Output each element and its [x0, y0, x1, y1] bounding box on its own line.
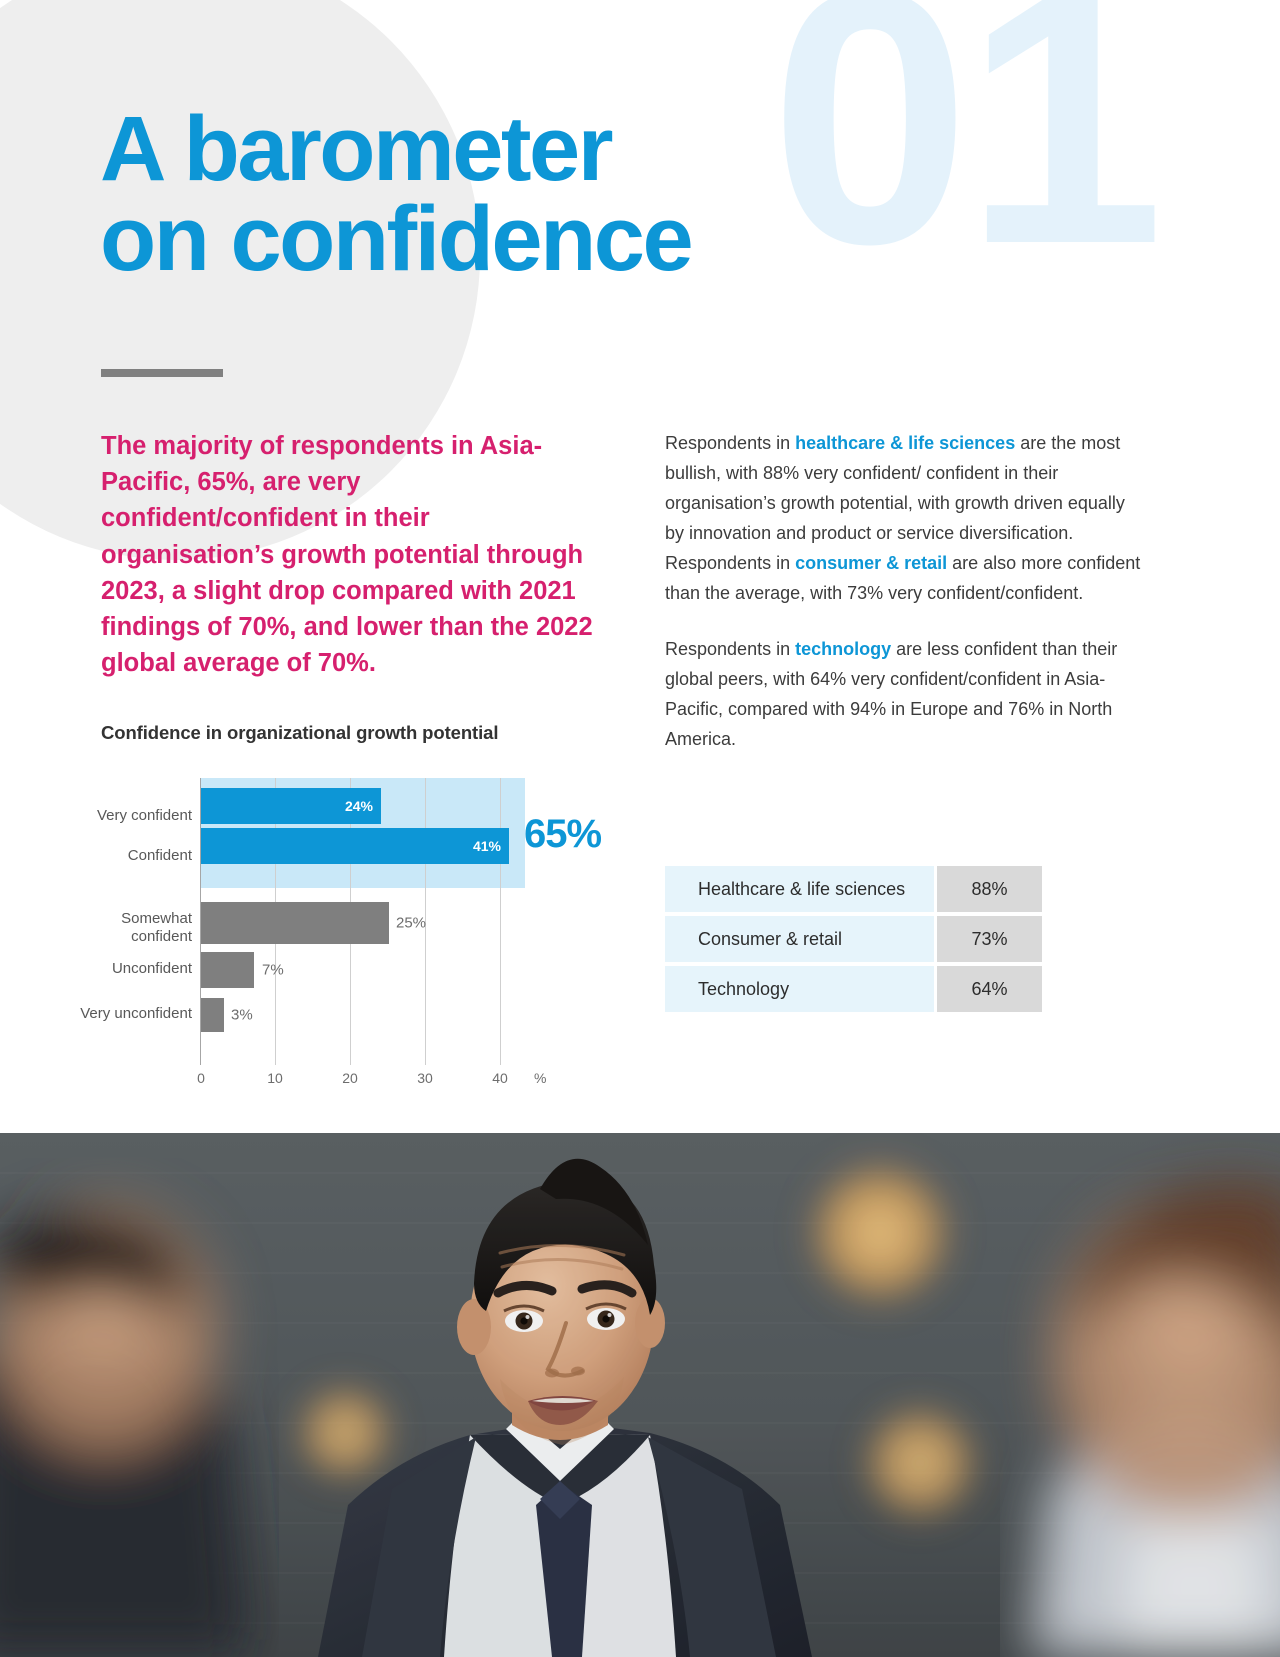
title-divider-rule — [101, 369, 223, 377]
chart-category-label: Very unconfident — [80, 1005, 192, 1022]
chart-bar-label: 25% — [396, 914, 427, 932]
sector-value-cell: 73% — [937, 916, 1042, 962]
chart-bar-label: 41% — [472, 838, 501, 854]
paragraph-text: are the most bullish, with 88% very conf… — [665, 433, 1125, 574]
sector-name-cell: Technology — [665, 966, 934, 1012]
highlight-healthcare: healthcare & life sciences — [795, 433, 1016, 453]
table-row: Healthcare & life sciences 88% — [665, 866, 1042, 912]
lead-statement: The majority of respondents in Asia-Paci… — [101, 432, 593, 678]
chart-bar-very-unconfident — [201, 998, 224, 1032]
chart-category-label: Confident — [127, 847, 192, 864]
chart-bar-very-confident: 24% — [201, 788, 381, 824]
highlight-technology: technology — [795, 639, 892, 660]
table-row: Consumer & retail 73% — [665, 916, 1042, 962]
body-paragraph-2: Respondents in technology are less confi… — [665, 634, 1143, 754]
chart-bar-label: 3% — [231, 1006, 253, 1024]
sector-value-cell: 64% — [937, 966, 1042, 1012]
headline-stat: 65% — [524, 812, 602, 856]
paragraph-text: are also more confident than the average… — [665, 553, 1141, 604]
confidence-bar-chart: Very confident Confident Somewhat confid… — [60, 770, 620, 1100]
chart-gridline-40 — [500, 778, 501, 1065]
page-title: A barometer on confidence — [100, 98, 694, 291]
business-meeting-photo — [0, 1133, 1280, 1657]
body-copy: Respondents in healthcare & life science… — [665, 428, 1143, 754]
chart-title: Confidence in organizational growth pote… — [101, 722, 499, 743]
body-paragraph-1: Respondents in healthcare & life science… — [665, 428, 1143, 608]
paragraph-text: are less confident than their global pee… — [665, 639, 1118, 750]
chart-category-label: Unconfident — [111, 960, 192, 977]
table-row: Technology 64% — [665, 966, 1042, 1012]
sector-value-cell: 88% — [937, 866, 1042, 912]
paragraph-text: Respondents in — [665, 639, 796, 660]
chart-axis-unit: % — [534, 1070, 547, 1086]
highlight-consumer-retail: consumer & retail — [795, 553, 948, 574]
chart-bar-label: 24% — [344, 798, 373, 814]
chart-xtick-20: 20 — [342, 1070, 358, 1086]
sector-name-cell: Consumer & retail — [665, 916, 934, 962]
chart-category-labels: Very confident Confident Somewhat confid… — [60, 770, 192, 1100]
chart-xtick-0: 0 — [197, 1070, 205, 1086]
sector-name-cell: Healthcare & life sciences — [665, 866, 934, 912]
sector-confidence-table: Healthcare & life sciences 88% Consumer … — [665, 866, 1042, 1016]
section-number: 01 — [770, 0, 1164, 319]
chart-category-label: Somewhat confident — [121, 910, 192, 945]
chart-y-axis-line — [200, 778, 201, 1065]
chart-xtick-40: 40 — [492, 1070, 508, 1086]
chart-bar-confident: 41% — [201, 828, 509, 864]
chart-bar-somewhat-confident — [201, 902, 389, 944]
chart-plot-area: 24% 41% 25% 7% 3% 0 10 20 30 40 % — [197, 770, 546, 1086]
chart-xtick-30: 30 — [417, 1070, 433, 1086]
chart-gridline-30 — [425, 778, 426, 1065]
chart-xtick-10: 10 — [267, 1070, 283, 1086]
chart-category-label: Very confident — [96, 807, 192, 824]
chart-bar-label: 7% — [262, 961, 284, 979]
paragraph-text: Respondents in — [665, 433, 796, 453]
chart-bar-unconfident — [201, 952, 254, 988]
